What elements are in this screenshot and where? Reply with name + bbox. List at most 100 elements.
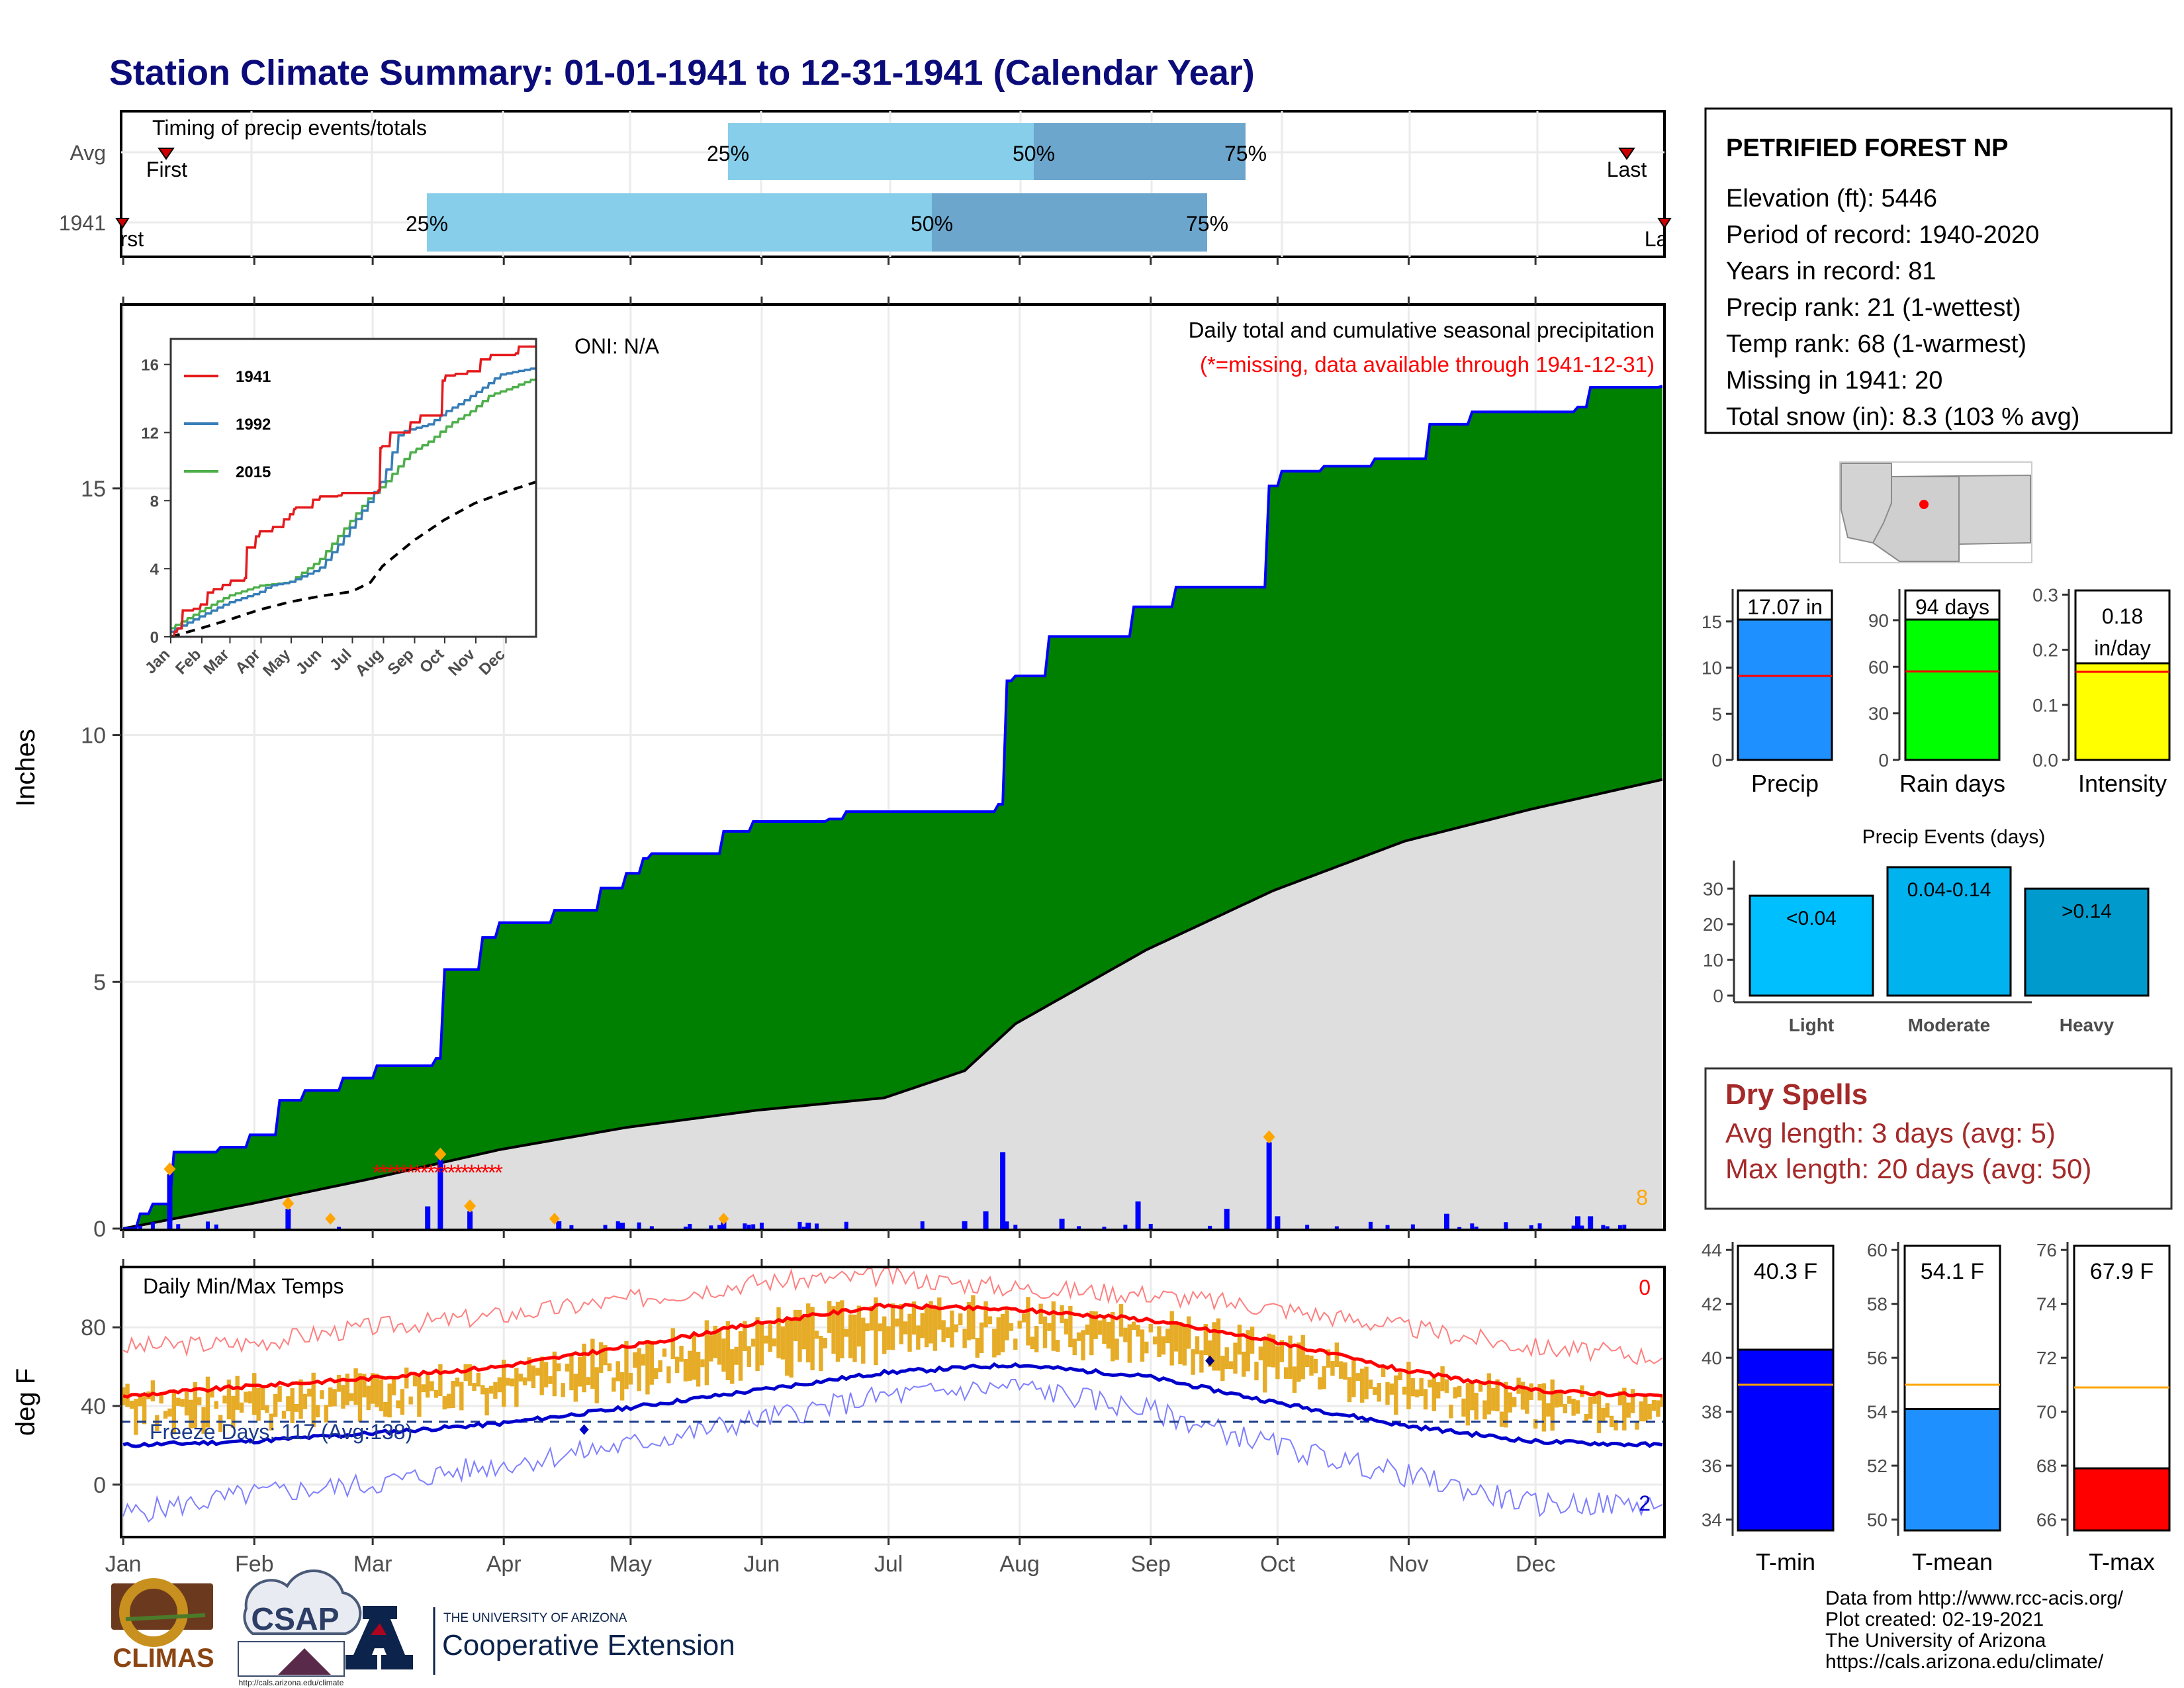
daily-precip-bar — [138, 1225, 142, 1229]
daily-precip-bar — [805, 1223, 811, 1229]
missing-day-marker: * — [474, 1160, 482, 1186]
record-max-line — [122, 1268, 1663, 1366]
month-tick-label: Aug — [999, 1552, 1040, 1577]
daily-temp-bar — [324, 1405, 329, 1423]
daily-temp-bar — [506, 1378, 510, 1386]
inset-y-tick-label: 16 — [141, 357, 159, 375]
daily-temp-bar — [1203, 1324, 1208, 1356]
daily-temp-bar — [1144, 1341, 1149, 1354]
daily-precip-bar — [649, 1226, 654, 1229]
daily-temp-bar — [971, 1295, 976, 1340]
daily-temp-bar — [1614, 1420, 1618, 1430]
daily-temp-bar — [307, 1388, 312, 1397]
daily-temp-bar — [924, 1304, 929, 1348]
daily-temp-bar — [1161, 1336, 1166, 1355]
footer-line-url: https://cals.arizona.edu/climate/ — [1825, 1651, 2104, 1673]
precip-missing-markers: ******************* — [373, 1160, 503, 1186]
mini-y-tick-label: 10 — [1702, 658, 1722, 679]
daily-temp-bar — [197, 1397, 202, 1405]
daily-temp-bar — [421, 1384, 426, 1393]
record-min-line — [122, 1378, 1663, 1523]
temp-header: Daily Min/Max Temps — [143, 1274, 343, 1298]
daily-temp-bar — [531, 1365, 536, 1389]
summary-bar-rain-days — [1904, 613, 2001, 761]
summary-bar-precip — [1737, 601, 1833, 761]
daily-temp-bar — [1592, 1395, 1597, 1404]
daily-temp-bar — [408, 1396, 413, 1405]
daily-precip-bar — [814, 1223, 819, 1229]
daily-temp-bar — [696, 1352, 701, 1387]
daily-temp-bar — [920, 1313, 925, 1338]
precip-ylabel: Inches — [11, 729, 40, 807]
daily-precip-bar — [1266, 1142, 1272, 1229]
daily-temp-bar — [1656, 1400, 1661, 1417]
mini-y-tick-label: 0 — [1711, 750, 1722, 771]
daily-temp-bar — [426, 1372, 430, 1398]
daily-temp-bar — [1330, 1360, 1335, 1376]
daily-temp-bar — [903, 1321, 908, 1335]
daily-temp-bar — [1499, 1411, 1504, 1427]
daily-temp-bar — [1279, 1340, 1284, 1362]
summary-bar-label: Precip — [1751, 770, 1819, 797]
precip-frame — [120, 303, 1666, 1231]
inset-legend-label: 1992 — [236, 416, 271, 434]
event-bar-label: Light — [1789, 1015, 1834, 1035]
daily-temp-bar — [852, 1314, 857, 1362]
daily-temp-bar — [163, 1411, 168, 1419]
precip-count-label: 8 — [1636, 1186, 1648, 1209]
temp-bar-y-tick-label: 68 — [2036, 1456, 2057, 1476]
inset-legend-label: 2015 — [236, 463, 271, 481]
timing-1941-first-marker — [115, 218, 130, 229]
timing-avg-first-label: First — [146, 158, 187, 181]
daily-temp-bar — [1533, 1419, 1538, 1429]
daily-temp-bar — [226, 1380, 232, 1420]
daily-temp-bar — [950, 1310, 954, 1348]
daily-temp-bar — [637, 1348, 641, 1391]
daily-temp-bar — [911, 1301, 917, 1335]
daily-temp-bar — [890, 1303, 895, 1350]
daily-temp-bar — [514, 1368, 519, 1407]
summary-value-label: 0.18 — [2102, 604, 2143, 628]
daily-temp-bar — [743, 1321, 747, 1351]
daily-precip-bar — [683, 1227, 688, 1229]
daily-temp-bar — [1055, 1340, 1060, 1352]
daily-temp-bar — [1474, 1393, 1479, 1420]
event-bar-range-label: <0.04 — [1786, 908, 1837, 929]
daily-precip-bar — [1580, 1225, 1584, 1229]
daily-temp-bar — [725, 1321, 731, 1381]
daily-precip-bar — [619, 1223, 625, 1229]
daily-precip-bar — [1059, 1219, 1065, 1229]
daily-temp-bar — [1550, 1379, 1555, 1431]
daily-precip-bar — [285, 1209, 291, 1229]
daily-temp-bar — [1394, 1375, 1398, 1415]
daily-temp-bar — [1271, 1335, 1276, 1368]
daily-temp-bar — [476, 1372, 481, 1387]
daily-temp-bar — [1195, 1336, 1200, 1354]
missing-day-marker: * — [461, 1160, 469, 1186]
daily-temp-bar — [641, 1354, 646, 1366]
daily-temp-bar — [1068, 1305, 1073, 1348]
daily-temp-bar — [433, 1389, 439, 1398]
station-line-temp-rank: Temp rank: 68 (1-warmest) — [1726, 330, 2026, 358]
daily-temp-bar — [607, 1363, 612, 1372]
daily-temp-bar — [1626, 1402, 1631, 1418]
event-bar-heavy — [2024, 887, 2150, 997]
daily-temp-bar — [1486, 1373, 1492, 1415]
daily-temp-bar — [1563, 1404, 1568, 1414]
month-tick-label: Jan — [105, 1552, 142, 1577]
daily-temp-bar — [717, 1329, 722, 1365]
daily-temp-bar — [619, 1372, 625, 1401]
daily-temp-bar — [1038, 1303, 1043, 1325]
daily-temp-bar — [290, 1387, 295, 1423]
daily-temp-bar — [497, 1377, 502, 1393]
daily-temp-bar — [1364, 1366, 1369, 1399]
daily-precip-bar — [556, 1221, 562, 1229]
daily-temp-bar — [362, 1374, 367, 1398]
inset-1941-line — [171, 345, 537, 638]
daily-temp-bar — [484, 1387, 489, 1416]
month-tick-label: Jul — [874, 1552, 903, 1577]
daily-temp-bar — [281, 1411, 287, 1419]
daily-temp-bar — [679, 1346, 684, 1362]
timing-avg-last-marker — [1618, 148, 1635, 160]
daily-temp-bar — [1072, 1338, 1077, 1356]
